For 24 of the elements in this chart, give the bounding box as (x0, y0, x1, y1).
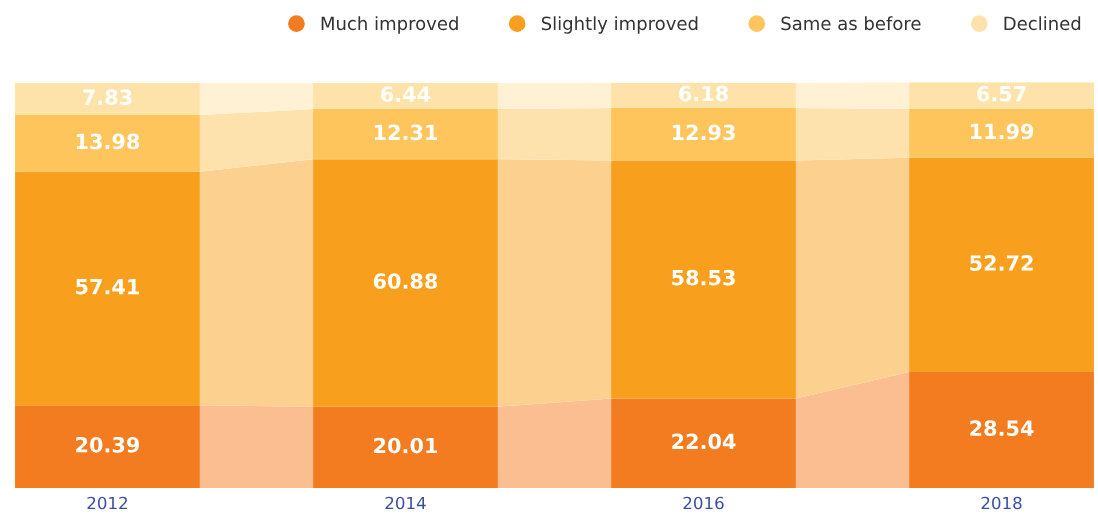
x-tick-label: 2016 (683, 496, 724, 510)
data-label: 6.57 (977, 85, 1026, 102)
legend-label: Same as before (781, 16, 921, 31)
data-label: 20.39 (76, 436, 140, 453)
data-label: 6.18 (679, 85, 728, 102)
data-label: 52.72 (970, 255, 1033, 271)
data-label: 11.99 (970, 123, 1034, 140)
data-label: 57.41 (76, 279, 139, 295)
data-label: 58.53 (672, 269, 735, 286)
data-label: 6.44 (381, 86, 431, 103)
legend-label: Declined (1004, 16, 1081, 31)
x-tick-label: 2012 (87, 496, 127, 510)
data-label: 60.88 (373, 273, 438, 289)
legend-label: Slightly improved (541, 16, 698, 34)
data-label: 12.93 (672, 124, 735, 141)
data-label: 7.83 (83, 89, 132, 106)
x-tick-label: 2018 (981, 496, 1022, 510)
data-label: 28.54 (970, 420, 1034, 437)
data-label: 13.98 (76, 133, 140, 150)
data-label: 20.01 (374, 437, 437, 454)
x-tick-label: 2014 (385, 496, 426, 510)
data-label: 22.04 (672, 433, 736, 450)
legend-label: Much improved (321, 16, 458, 34)
data-label: 12.31 (374, 124, 437, 141)
